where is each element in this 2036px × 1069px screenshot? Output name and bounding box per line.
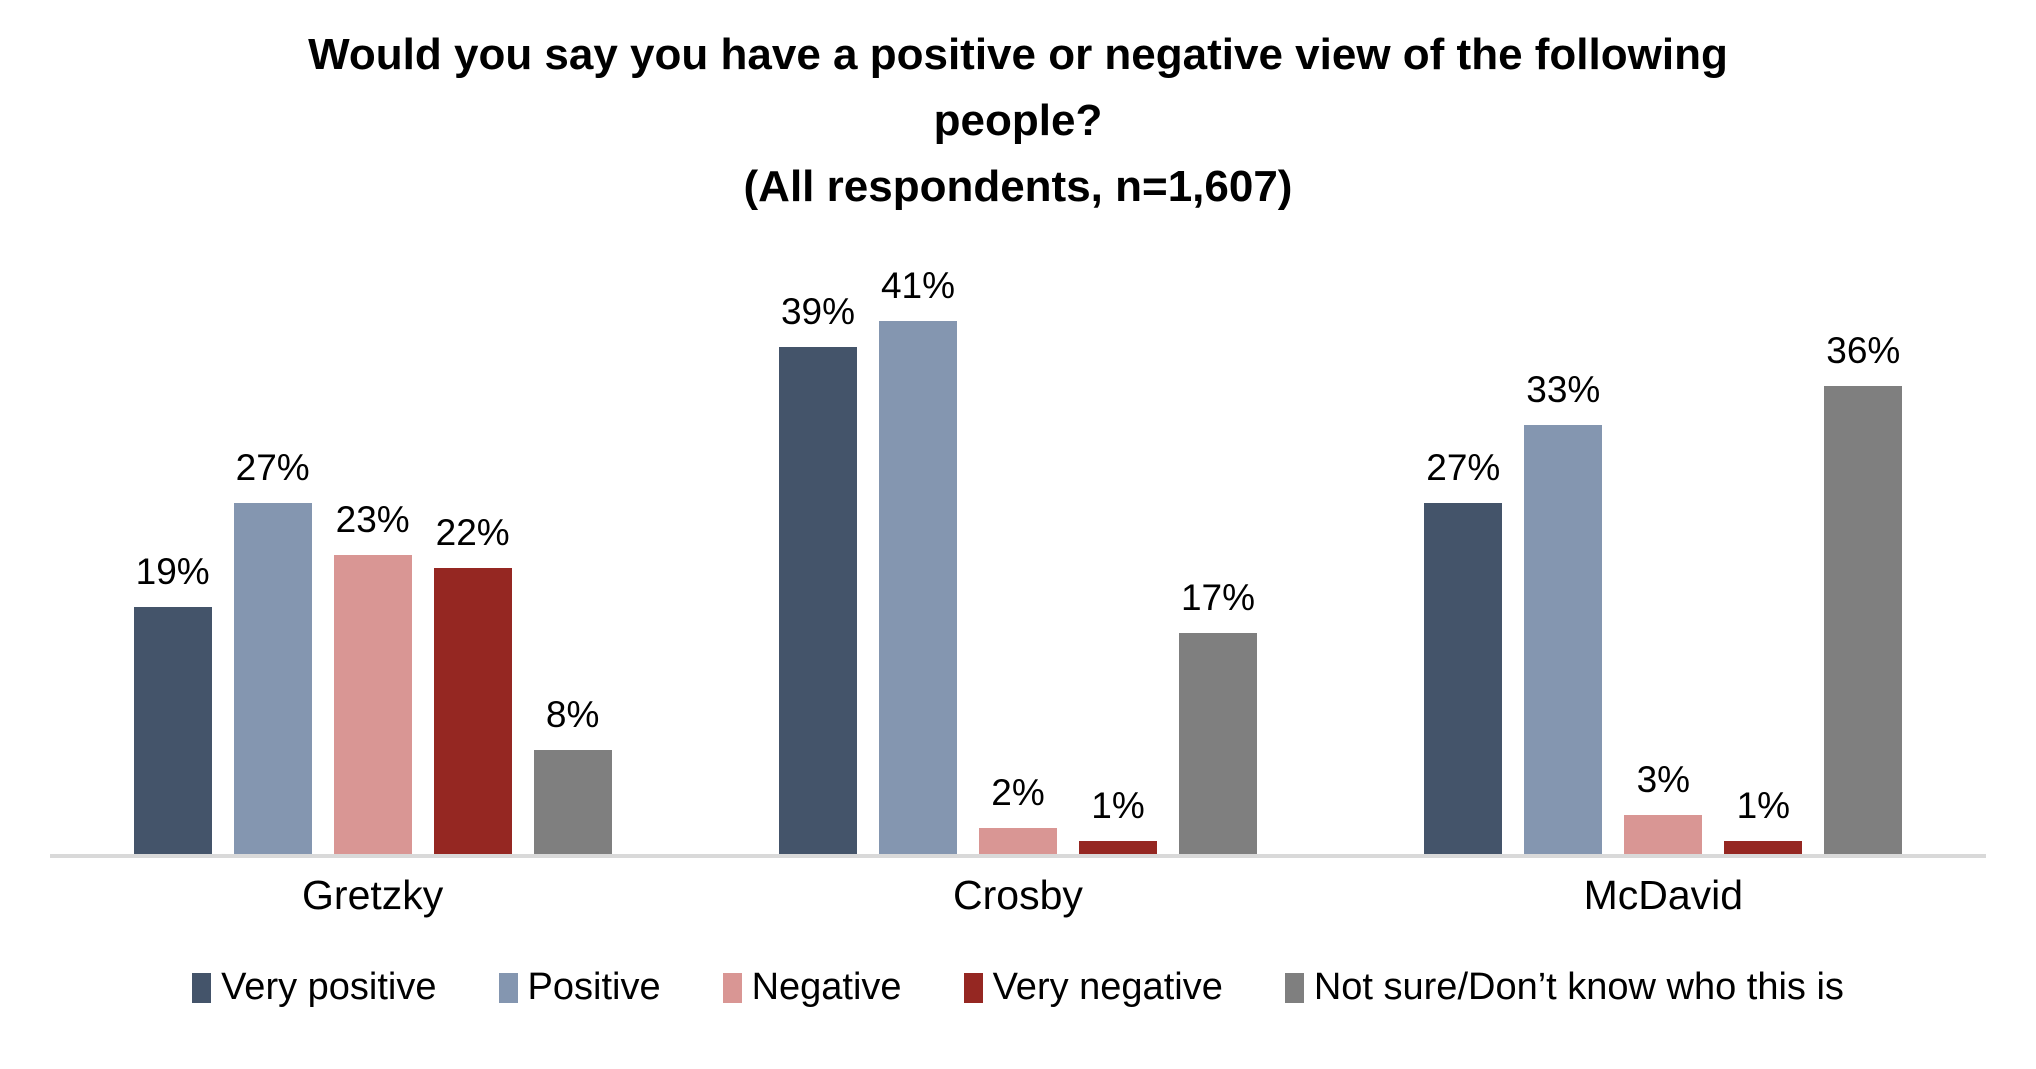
bar-very-negative-crosby: 1% — [1078, 785, 1157, 854]
legend-item-very-positive: Very positive — [192, 966, 437, 1009]
legend-swatch-negative — [722, 972, 742, 1003]
value-label-positive-mcdavid: 33% — [1526, 369, 1601, 410]
value-label-not-sure-don-t-know-who-this-is-crosby: 17% — [1180, 577, 1256, 618]
legend-swatch-very-positive — [192, 972, 212, 1003]
x-axis-labels: Gretzky Crosby McDavid — [50, 872, 1986, 919]
value-label-very-positive-mcdavid: 27% — [1426, 447, 1501, 488]
bar-positive-gretzky: 27% — [233, 447, 312, 854]
bar-very-positive-mcdavid: 27% — [1424, 447, 1503, 854]
value-label-very-negative-gretzky: 22% — [435, 512, 510, 553]
legend-label-very-positive: Very positive — [221, 966, 437, 1008]
category-label-mcdavid: McDavid — [1583, 872, 1744, 918]
legend-swatch-not-sure-don-t-know-who-this-is — [1284, 972, 1304, 1003]
value-label-not-sure-don-t-know-who-this-is-gretzky: 8% — [545, 694, 600, 735]
subtitle: (All respondents, n=1,607) — [743, 162, 1293, 211]
bar-very-negative-mcdavid: 1% — [1724, 785, 1803, 854]
bar-not-sure-don-t-know-who-this-is-gretzky: 8% — [533, 694, 612, 854]
value-label-negative-gretzky: 23% — [335, 499, 410, 540]
legend-item-not-sure-don-t-know-who-this-is: Not sure/Don’t know who this is — [1284, 966, 1844, 1009]
legend-swatch-positive — [498, 972, 518, 1003]
legend-label-negative: Negative — [751, 966, 902, 1008]
value-label-positive-gretzky: 27% — [235, 447, 310, 488]
bar-very-positive-crosby: 39% — [778, 291, 857, 854]
category-label-gretzky: Gretzky — [302, 872, 444, 918]
legend: Very positive Positive Negative Very negati… — [0, 966, 2036, 1009]
legend-label-not-sure-don-t-know-who-this-is: Not sure/Don’t know who this is — [1313, 966, 1844, 1008]
value-label-negative-mcdavid: 3% — [1636, 759, 1691, 800]
category-label-crosby: Crosby — [953, 872, 1083, 918]
bar-very-negative-gretzky: 22% — [433, 512, 512, 854]
bar-groups: 19% 27% 23% 22% 8% 39% 41% 2% 1% 17% 27% 33% 3% 1% 36% — [50, 198, 1986, 854]
group-gretzky: 19% 27% 23% 22% 8% — [50, 198, 695, 854]
plot-area: 19% 27% 23% 22% 8% 39% 41% 2% 1% 17% 27% 33% 3% 1% 36% — [50, 198, 1986, 858]
bar-positive-mcdavid: 33% — [1524, 369, 1603, 854]
bar-not-sure-don-t-know-who-this-is-crosby: 17% — [1178, 577, 1257, 854]
bar-negative-crosby: 2% — [978, 772, 1057, 854]
value-label-very-positive-gretzky: 19% — [135, 551, 210, 592]
legend-item-negative: Negative — [722, 966, 902, 1009]
value-label-very-positive-crosby: 39% — [780, 291, 856, 332]
value-label-negative-crosby: 2% — [991, 772, 1045, 813]
bar-positive-crosby: 41% — [878, 265, 957, 854]
legend-label-positive: Positive — [527, 966, 661, 1008]
group-mcdavid: 27% 33% 3% 1% 36% — [1341, 198, 1986, 854]
value-label-very-negative-crosby: 1% — [1091, 785, 1145, 826]
legend-item-positive: Positive — [498, 966, 661, 1009]
x-axis-line — [50, 854, 1986, 858]
bar-not-sure-don-t-know-who-this-is-mcdavid: 36% — [1824, 330, 1903, 854]
legend-label-very-negative: Very negative — [992, 966, 1223, 1008]
value-label-not-sure-don-t-know-who-this-is-mcdavid: 36% — [1826, 330, 1901, 371]
legend-swatch-very-negative — [963, 972, 983, 1003]
legend-item-very-negative: Very negative — [963, 966, 1223, 1009]
value-label-positive-crosby: 41% — [880, 265, 956, 306]
bar-very-positive-gretzky: 19% — [133, 551, 212, 854]
chart-title: Would you say you have a positive or neg… — [0, 22, 2036, 220]
value-label-very-negative-mcdavid: 1% — [1736, 785, 1791, 826]
bar-negative-gretzky: 23% — [333, 499, 412, 854]
bar-negative-mcdavid: 3% — [1624, 759, 1703, 854]
title-line-2: people? — [933, 96, 1103, 145]
group-crosby: 39% 41% 2% 1% 17% — [695, 198, 1340, 854]
title-line-1: Would you say you have a positive or neg… — [308, 30, 1728, 79]
